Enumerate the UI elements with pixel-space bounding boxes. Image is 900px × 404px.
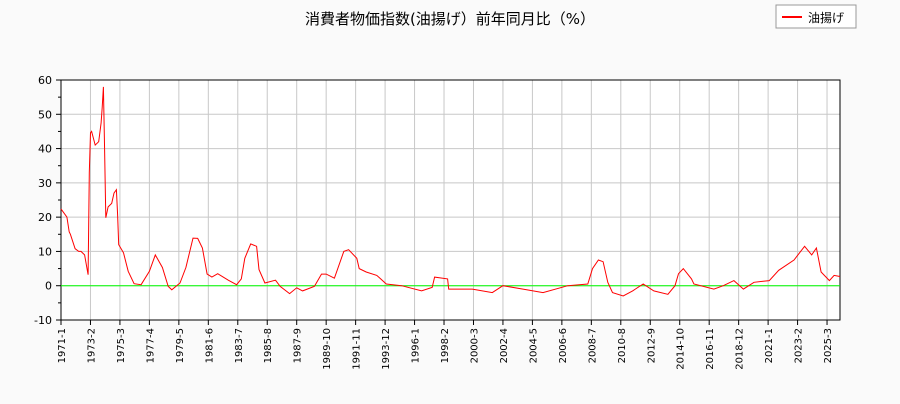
x-tick-label: 2023-2 (794, 328, 805, 363)
x-tick-label: 1989-10 (322, 328, 333, 370)
x-tick-label: 2018-12 (735, 328, 746, 370)
x-tick-label: 2002-4 (499, 328, 510, 363)
x-tick-label: 2008-7 (587, 328, 598, 363)
legend-box (775, 4, 857, 29)
x-tick-label: 2025-3 (823, 328, 834, 363)
y-tick-label: 0 (45, 280, 52, 293)
x-tick-label: 2014-10 (676, 328, 687, 370)
x-axis: 1971-1 1973-2 1975-3 1977-4 1979-5 1981-6 1983… (57, 320, 834, 370)
y-tick-label: 10 (38, 245, 52, 258)
series-line-aburaage (60, 86, 841, 297)
x-tick-label: 1985-8 (263, 328, 274, 363)
y-tick-label: 20 (38, 211, 52, 224)
x-tick-label: 1981-6 (204, 328, 215, 363)
legend: 油揚げ (775, 4, 857, 29)
x-tick-label: 2012-9 (646, 328, 657, 363)
x-tick-label: 1977-4 (145, 328, 156, 363)
x-tick-label: 1971-1 (57, 328, 68, 363)
x-tick-label: 1991-11 (352, 328, 363, 370)
x-tick-label: 2010-8 (617, 328, 628, 363)
x-tick-label: 2000-3 (469, 328, 480, 363)
plot-area (61, 80, 840, 320)
grid (60, 79, 840, 321)
x-tick-label: 2016-11 (705, 328, 716, 370)
y-tick-label: 50 (38, 108, 52, 121)
x-tick-label: 1993-12 (381, 328, 392, 370)
x-tick-label: 2006-6 (558, 328, 569, 363)
x-tick-label: 1998-2 (440, 328, 451, 363)
x-tick-label: 1996-1 (411, 328, 422, 363)
y-axis: -10 0 10 20 30 40 50 60 (34, 74, 841, 327)
x-tick-label: 1987-9 (293, 328, 304, 363)
chart-title: 消費者物価指数(油揚げ）前年同月比（%） (305, 10, 595, 28)
plot-frame (60, 79, 841, 321)
x-tick-label: 2021-1 (764, 328, 775, 363)
y-tick-label: -10 (34, 314, 52, 327)
x-tick-label: 1975-3 (116, 328, 127, 363)
y-tick-label: 40 (38, 143, 52, 156)
x-tick-label: 2004-5 (528, 328, 539, 363)
x-tick-label: 1983-7 (234, 328, 245, 363)
x-tick-label: 1979-5 (175, 328, 186, 363)
y-tick-label: 60 (38, 74, 52, 87)
x-tick-label: 1973-2 (86, 328, 97, 363)
y-tick-label: 30 (38, 177, 52, 190)
legend-label: 油揚げ (808, 11, 844, 25)
